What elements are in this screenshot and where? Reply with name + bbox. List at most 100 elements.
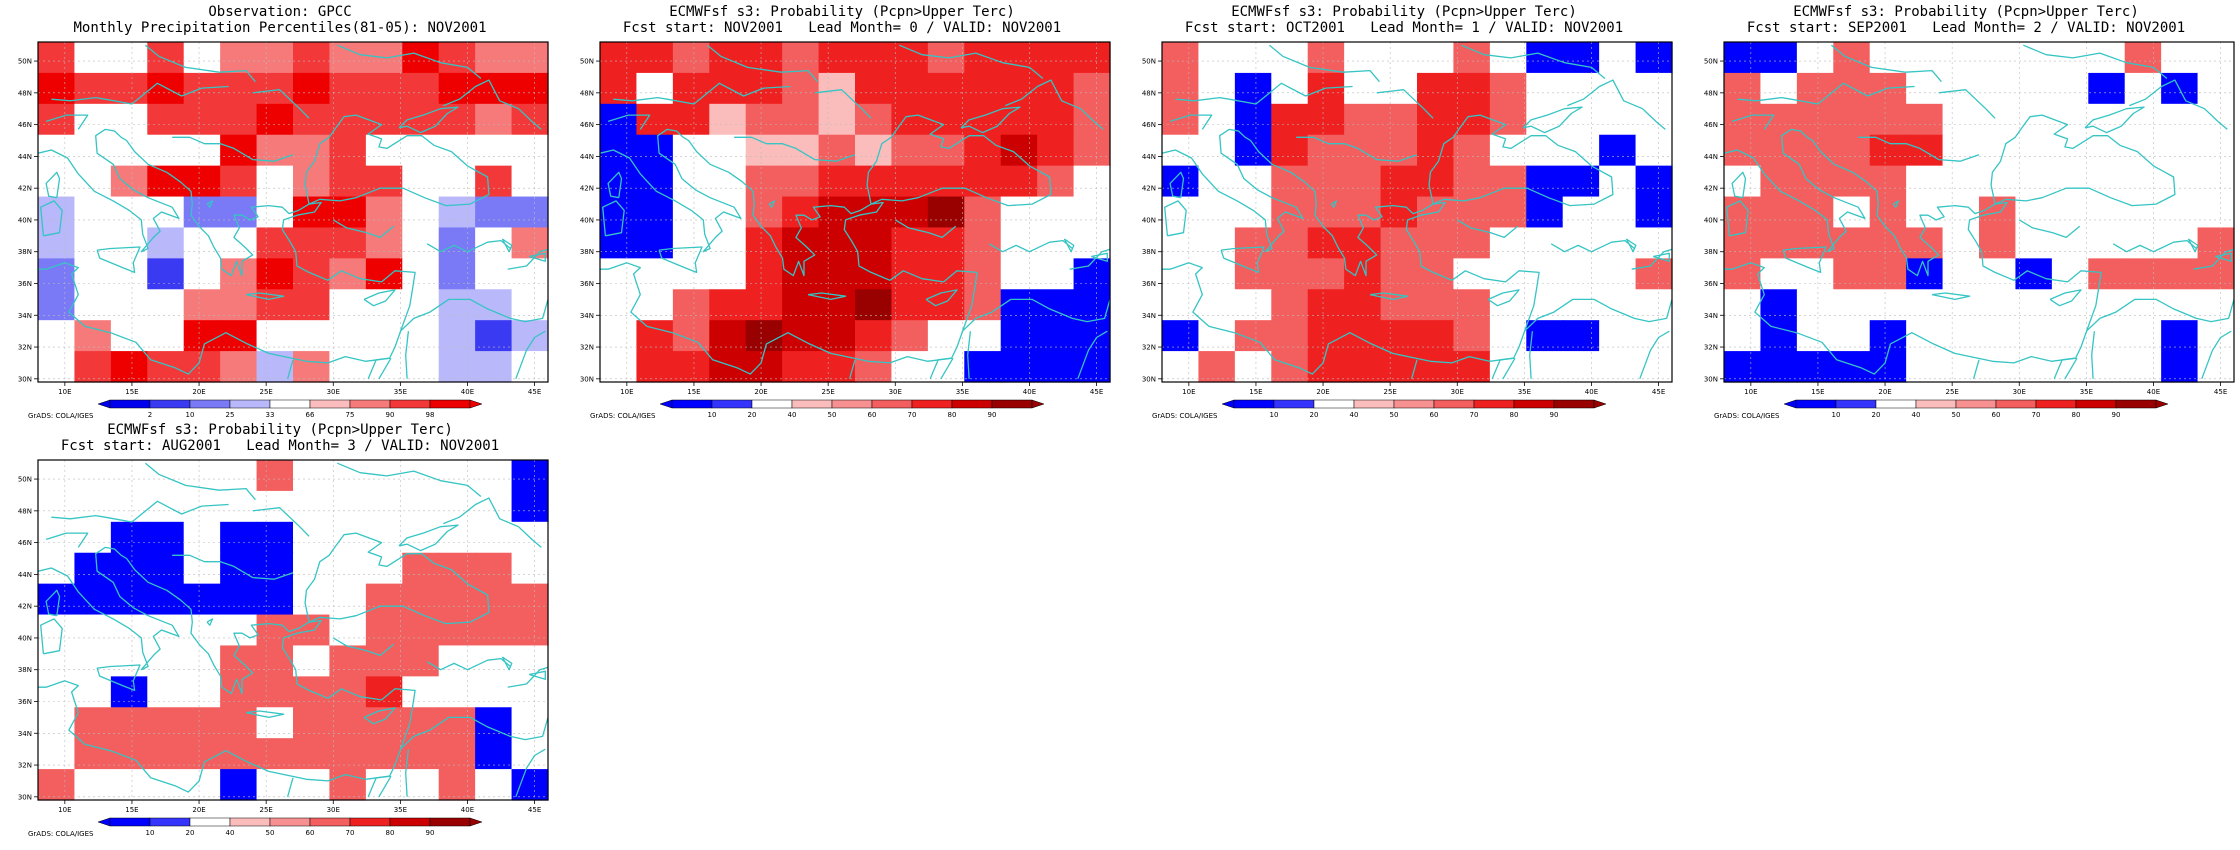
- grid-cell: [110, 552, 148, 585]
- grid-cell: [1073, 196, 1111, 229]
- grid-cell: [511, 289, 549, 321]
- grid-cell: [402, 614, 440, 647]
- grid-cell: [1000, 289, 1038, 321]
- y-tick-label: 40N: [18, 216, 32, 224]
- colorbar-label: 10: [146, 829, 155, 837]
- grid-cell: [1979, 289, 2017, 321]
- coastline: [399, 716, 548, 750]
- grid-cell: [365, 72, 403, 105]
- grid-cell: [1724, 103, 1762, 136]
- grid-cell: [110, 196, 148, 229]
- grid-cell: [964, 196, 1002, 229]
- graticule: [1162, 42, 1672, 382]
- grid-cell: [220, 103, 258, 136]
- colorbar-label: 80: [386, 829, 395, 837]
- coastline: [45, 532, 89, 548]
- grid-cell: [147, 490, 185, 523]
- grid-cell: [438, 72, 476, 105]
- grid-cell: [1760, 289, 1798, 321]
- grid-cell: [1234, 72, 1272, 105]
- grid-cell: [1833, 72, 1871, 105]
- grid-cell: [256, 460, 294, 492]
- grid-cell: [438, 707, 476, 739]
- grid-cell: [74, 676, 112, 708]
- grid-cell: [293, 552, 331, 585]
- coastline: [206, 618, 214, 626]
- grid-cell: [782, 351, 820, 383]
- coastline: [332, 637, 395, 657]
- grid-cell: [1162, 351, 1200, 383]
- coastline: [398, 524, 459, 552]
- grid-cell: [475, 738, 513, 770]
- grid-cell: [964, 72, 1002, 105]
- grid-cell: [365, 351, 403, 383]
- y-tick-label: 44N: [18, 153, 32, 161]
- grid-cell: [438, 676, 476, 708]
- grid-cell: [782, 103, 820, 136]
- grid-cell: [1417, 165, 1455, 198]
- y-tick-label: 46N: [1142, 121, 1156, 129]
- grid-cell: [220, 583, 258, 616]
- grid-cell: [891, 42, 929, 74]
- x-tick-label: 15E: [1811, 388, 1824, 396]
- grid-cell: [329, 460, 367, 492]
- coastline: [38, 128, 416, 375]
- grid-cell: [1526, 351, 1564, 383]
- y-tick-label: 30N: [18, 375, 32, 383]
- coastline: [367, 775, 390, 798]
- x-tick-label: 15E: [125, 388, 138, 396]
- grid-cell: [2124, 196, 2162, 229]
- colorbar-swatch: [1393, 399, 1435, 409]
- grid-cell: [1833, 351, 1871, 383]
- grid-cell: [1526, 196, 1564, 229]
- grid-cell: [2015, 165, 2053, 198]
- grid-cell: [1307, 289, 1345, 321]
- x-tick-label: 35E: [956, 388, 969, 396]
- grid-cell: [2124, 227, 2162, 259]
- panel-title-line2: Fcst start: AUG2001 Lead Month= 3 / VALI…: [60, 438, 500, 454]
- grid-cell: [110, 583, 148, 616]
- grid-cell: [600, 42, 638, 74]
- grid-cell: [74, 165, 112, 198]
- grid-cell: [183, 707, 221, 739]
- grid-cell: [1526, 42, 1564, 74]
- grid-cell: [782, 258, 820, 290]
- grid-cell: [2015, 289, 2053, 321]
- y-tick-label: 48N: [1704, 89, 1718, 97]
- grid-cell: [855, 227, 893, 259]
- grid-cell: [709, 42, 747, 74]
- grid-cell: [438, 289, 476, 321]
- grid-cell: [183, 134, 221, 167]
- grid-cell: [438, 196, 476, 229]
- grid-cell: [1760, 42, 1798, 74]
- y-tick-label: 32N: [1704, 344, 1718, 352]
- grid-cell: [1000, 103, 1038, 136]
- y-tick-label: 40N: [1142, 216, 1156, 224]
- grid-cell: [511, 320, 549, 352]
- colorbar-label: 80: [1510, 411, 1519, 419]
- grid-cell: [365, 258, 403, 290]
- grid-cell: [782, 165, 820, 198]
- grid-cell: [927, 165, 965, 198]
- grid-cell: [2124, 42, 2162, 74]
- grid-cell: [1162, 42, 1200, 74]
- y-tick-label: 38N: [18, 666, 32, 674]
- y-tick-label: 50N: [580, 58, 594, 66]
- y-tick-label: 46N: [18, 539, 32, 547]
- grid-cell: [855, 72, 893, 105]
- grid-cell: [636, 227, 674, 259]
- colorbar-swatch: [711, 399, 753, 409]
- grid-cell: [709, 134, 747, 167]
- grid-cell: [855, 289, 893, 321]
- grid-cell: [1489, 258, 1527, 290]
- grid-cell: [672, 289, 710, 321]
- colorbar-swatch: [991, 399, 1033, 409]
- y-tick-label: 48N: [580, 89, 594, 97]
- grid-cell: [818, 258, 856, 290]
- grid-cell: [402, 196, 440, 229]
- grid-cell: [672, 42, 710, 74]
- grid-cell: [745, 289, 783, 321]
- grid-cell: [1073, 351, 1111, 383]
- grid-cell: [1271, 351, 1309, 383]
- grid-cell: [672, 72, 710, 105]
